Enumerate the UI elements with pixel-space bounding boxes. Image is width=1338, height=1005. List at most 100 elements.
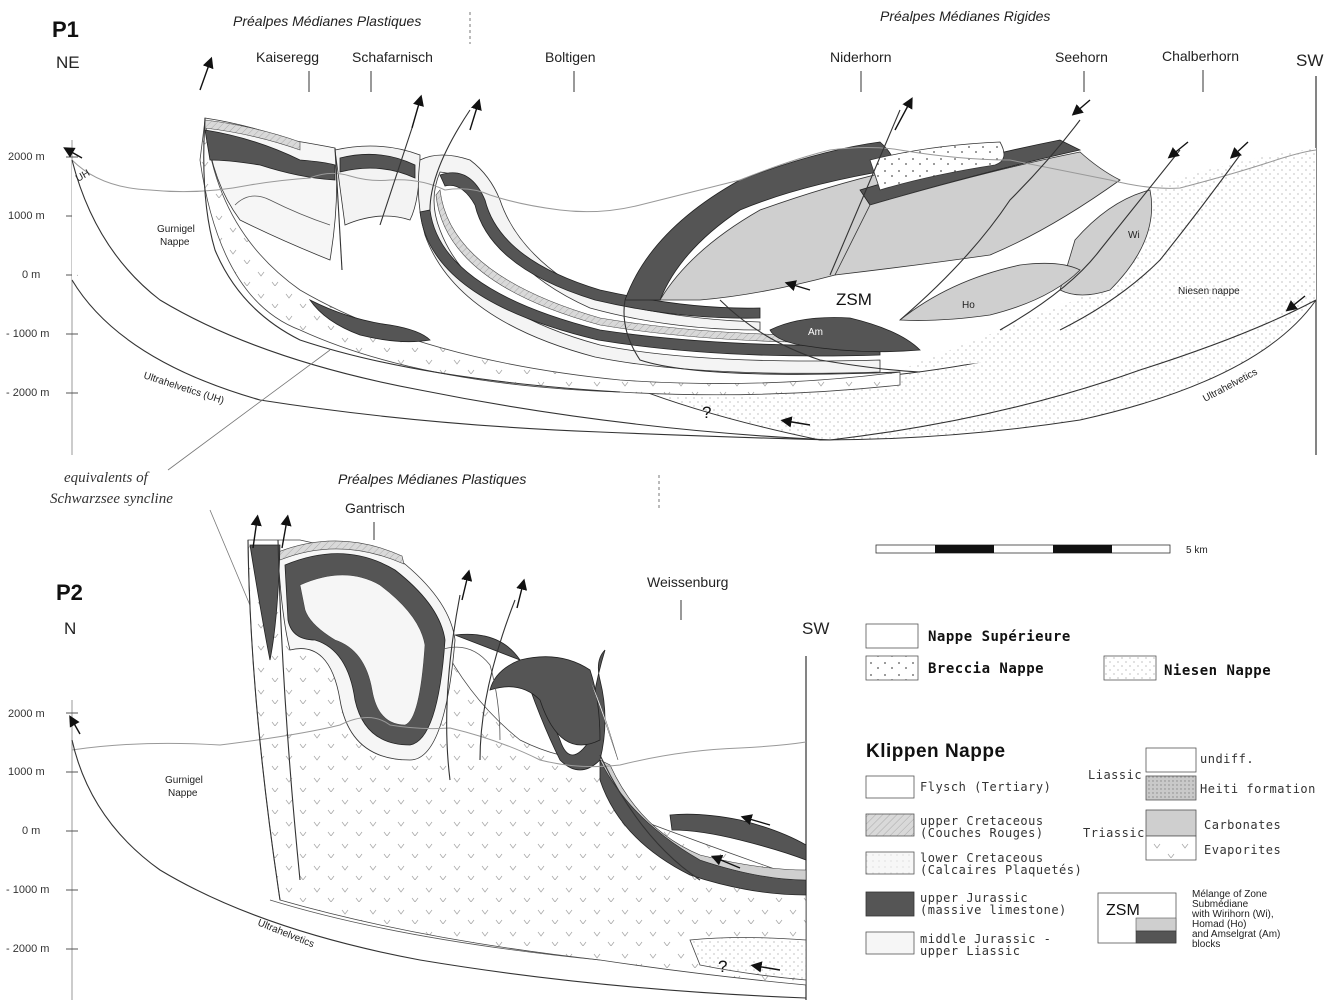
p2-fault <box>599 754 701 881</box>
scale-bar-segment <box>1053 545 1112 553</box>
legend-klippen-title: Klippen Nappe <box>866 741 1006 762</box>
legend-swatch-zsm-jurassic <box>1135 930 1177 944</box>
p2-thrust-arrow <box>750 961 781 973</box>
legend: Nappe Supérieure Breccia Nappe Niesen Na… <box>865 623 1316 958</box>
p1-ho-label: Ho <box>962 300 975 311</box>
p2-elevation-axis: 2000 m 1000 m 0 m - 1000 m - 2000 m <box>6 700 78 1000</box>
legend-swatch-niesen <box>1103 655 1157 681</box>
p2-thrust-arrow <box>461 569 473 601</box>
p1-ho-block <box>898 262 1081 321</box>
legend-zsm-label: ZSM <box>1106 902 1140 919</box>
p1-carbonates-niderhorn <box>659 169 896 301</box>
p1-fault <box>334 147 343 271</box>
peak-chalberhorn: Chalberhorn <box>1162 48 1239 64</box>
legend-swatch-zsm-carbonate <box>1135 917 1177 932</box>
p1-fault <box>899 119 1081 321</box>
p2-axis-label: - 1000 m <box>6 884 49 896</box>
legend-evaporites: Evaporites <box>1204 843 1281 857</box>
p2-question-mark: ? <box>718 957 727 976</box>
p2-core-gantrisch <box>299 574 426 726</box>
schwarzsee-annotation: equivalents of Schwarzsee syncline <box>50 349 331 611</box>
p1-domain-rigid: Préalpes Médianes Rigides <box>880 8 1050 24</box>
p1-wi-label: Wi <box>1128 230 1140 241</box>
legend-upper-jurassic-1: upper Jurassic <box>920 891 1028 905</box>
p1-axis-label: 2000 m <box>8 151 45 163</box>
legend-upper-cretaceous-1: upper Cretaceous <box>920 814 1044 828</box>
p2-jurassic-weissenburg-2 <box>489 656 601 746</box>
p1-zsm-label: ZSM <box>836 290 872 309</box>
legend-carbonates: Carbonates <box>1204 818 1281 832</box>
p2-thrust-arrow <box>740 814 771 826</box>
annotation-leader-p2 <box>209 509 253 611</box>
legend-swatch-upper-cretaceous <box>865 813 915 837</box>
p1-klippen-base <box>203 117 621 393</box>
p2-thrust-arrow <box>69 715 81 735</box>
p1-thrust-arrow <box>1229 141 1249 159</box>
p1-zsm-boundary <box>719 299 921 373</box>
legend-triassic: Triassic <box>1083 826 1145 840</box>
p1-thrust-arrow <box>1071 99 1091 116</box>
p2-topography <box>71 717 807 768</box>
p2-carbonates-weissenburg <box>599 759 807 881</box>
legend-swatch-breccia <box>865 655 919 681</box>
p1-fault <box>829 109 901 276</box>
p1-section: P1 NE SW Préalpes Médianes Plastiques Pr… <box>6 8 1323 455</box>
p2-thrust-arrow <box>280 514 292 549</box>
p1-peak-labels: Kaiseregg Schafarnisch Boltigen Niderhor… <box>256 48 1239 92</box>
p1-gurnigel-label-2: Nappe <box>160 237 190 248</box>
p2-axis-label: 1000 m <box>8 766 45 778</box>
p1-jurassic-kaiseregg <box>204 129 336 181</box>
p1-cretaceous-kaiseregg <box>204 119 301 151</box>
scale-bar-segment <box>935 545 994 553</box>
p1-gurnigel-label-1: Gurnigel <box>157 224 195 235</box>
p1-thrust-arrow <box>780 416 811 428</box>
legend-swatch-flysch <box>865 775 915 799</box>
p1-thrust-arrow <box>784 280 811 291</box>
annotation-line-1: equivalents of <box>64 470 150 486</box>
legend-zsm-desc-line: Homad (Ho) <box>1192 919 1246 930</box>
legend-middle-jurassic-2: upper Liassic <box>920 944 1020 958</box>
legend-zsm-desc-line: Submédiane <box>1192 899 1249 910</box>
p1-am-label: Am <box>808 327 823 338</box>
p1-gurnigel-nappe <box>72 160 250 280</box>
p2-fault <box>446 594 461 781</box>
scale-bar-label: 5 km <box>1186 545 1208 556</box>
p2-fault <box>277 539 301 881</box>
p2-axis-label: 0 m <box>22 825 40 837</box>
legend-swatch-lower-cretaceous <box>865 851 915 875</box>
p1-axis-label: - 1000 m <box>6 328 49 340</box>
p1-thrust-arrow <box>469 98 482 131</box>
p1-axis-label: 1000 m <box>8 210 45 222</box>
p1-niesen-label: Niesen nappe <box>1178 286 1240 297</box>
p1-fault <box>429 109 471 211</box>
legend-swatch-undiff <box>1145 747 1197 773</box>
p1-ultrahelvetics-uh-label: Ultrahelvetics (UH) <box>142 370 225 406</box>
p1-jurassic-schafarnisch <box>339 153 416 179</box>
p1-niesen-upper <box>900 148 1316 370</box>
p1-thrust-arrow <box>199 56 214 91</box>
p1-axis-label: - 2000 m <box>6 387 49 399</box>
p1-am-block <box>769 317 921 353</box>
p2-section: P2 N SW Préalpes Médianes Plastiques Gan… <box>6 471 829 1000</box>
p2-title: P2 <box>56 580 83 605</box>
p1-thrust-arrow <box>63 147 83 159</box>
p1-ultrahelvetics-thrust <box>71 159 831 441</box>
p2-thrust-arrow <box>710 854 741 869</box>
legend-heiti: Heiti formation <box>1200 782 1316 796</box>
p2-fault <box>479 599 516 761</box>
legend-zsm-desc-line: and Amselgrat (Am) <box>1192 929 1280 940</box>
p2-jurassic-weissenburg-4 <box>669 813 807 861</box>
peak-weissenburg: Weissenburg <box>647 574 728 590</box>
p2-axis-label: 2000 m <box>8 708 45 720</box>
legend-lower-cretaceous-1: lower Cretaceous <box>920 851 1044 865</box>
legend-middle-jurassic-1: middle Jurassic - <box>920 932 1051 946</box>
legend-nappe-superieure: Nappe Supérieure <box>928 629 1071 645</box>
p1-domain-plastic: Préalpes Médianes Plastiques <box>233 13 421 29</box>
p2-left-direction: N <box>64 619 76 638</box>
p1-carbonates-seehorn <box>834 151 1121 276</box>
scale-bar: 5 km <box>875 544 1208 556</box>
legend-swatch-middle-jurassic <box>865 931 915 955</box>
peak-schafarnisch: Schafarnisch <box>352 49 433 65</box>
p1-jurassic-boltigen-2 <box>419 209 881 357</box>
p1-jurassic-boltigen-1 <box>439 172 761 319</box>
